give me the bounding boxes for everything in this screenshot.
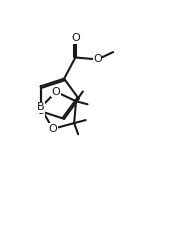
Text: O: O bbox=[93, 54, 102, 64]
Text: O: O bbox=[71, 33, 80, 43]
Text: O: O bbox=[52, 87, 60, 97]
Text: O: O bbox=[49, 124, 57, 134]
Text: O: O bbox=[36, 106, 45, 116]
Text: B: B bbox=[37, 102, 44, 113]
